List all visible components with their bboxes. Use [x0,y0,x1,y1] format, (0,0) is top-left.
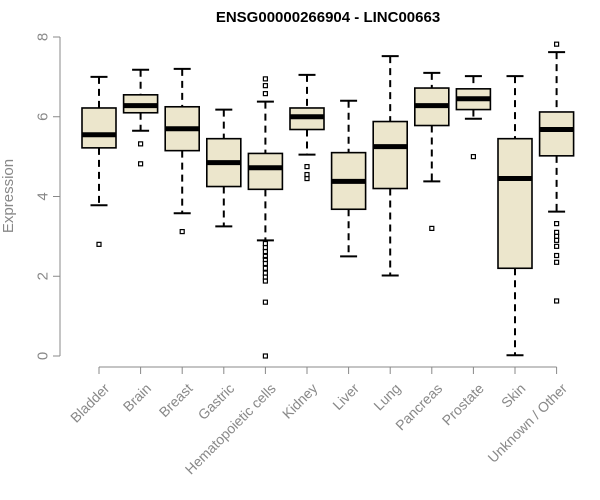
outlier-point [553,252,560,259]
y-axis-label: Expression [0,159,17,233]
outlier-point [262,265,268,271]
outlier-point [262,248,268,255]
y-tick-label: 2 [35,272,52,280]
iqr-box [372,120,409,190]
outlier-point [179,228,185,235]
iqr-box [538,111,575,157]
outlier-point [553,298,560,304]
x-tick-label: Bladder [67,380,113,426]
outlier-point [262,299,268,305]
iqr-box [497,137,533,270]
box-group [164,67,200,235]
box-group [413,71,450,231]
outlier-point [96,241,102,247]
outlier-point [553,237,560,243]
y-tick-label: 4 [35,192,52,200]
x-tick-label: Skin [498,380,529,411]
x-tick-label: Brain [120,380,154,414]
box-group [372,55,409,277]
y-tick-label: 0 [35,352,52,360]
boxes-group [81,41,575,359]
box-group [497,75,533,357]
x-tick-label: Breast [156,380,196,420]
outlier-point [138,161,144,167]
y-tick-label: 6 [35,113,52,121]
x-tick-label: Kidney [279,380,321,422]
outlier-point [553,221,560,227]
x-tick-label: Prostate [439,380,487,428]
outlier-point [304,163,310,170]
outlier-point [553,259,560,265]
iqr-box [81,107,117,149]
outlier-point [262,278,268,284]
outlier-point [262,91,268,97]
outlier-point [262,76,268,82]
outlier-point [429,225,435,231]
box-group [247,76,284,359]
iqr-box [247,152,284,191]
box-group [289,73,325,182]
box-group [538,41,575,304]
outlier-point [553,243,560,249]
outlier-point [304,175,310,182]
outlier-point [262,260,268,267]
outlier-point [262,253,268,259]
x-tick-label: Lung [370,380,403,413]
box-group [122,68,159,167]
box-group [206,108,242,228]
outlier-point [553,41,560,47]
box-group [330,99,367,258]
y-tick-label: 8 [35,33,52,41]
x-tick-label: Liver [329,380,362,413]
outlier-point [262,83,268,89]
chart-title: ENSG00000266904 - LINC00663 [216,9,440,26]
outlier-point [138,141,144,147]
outlier-point [470,154,476,160]
x-tick-label: Unknown / Other [484,380,570,466]
box-group [81,75,117,247]
outlier-point [262,353,268,359]
y-axis: 0 2 4 6 8 [35,33,61,360]
box-group [455,75,492,160]
